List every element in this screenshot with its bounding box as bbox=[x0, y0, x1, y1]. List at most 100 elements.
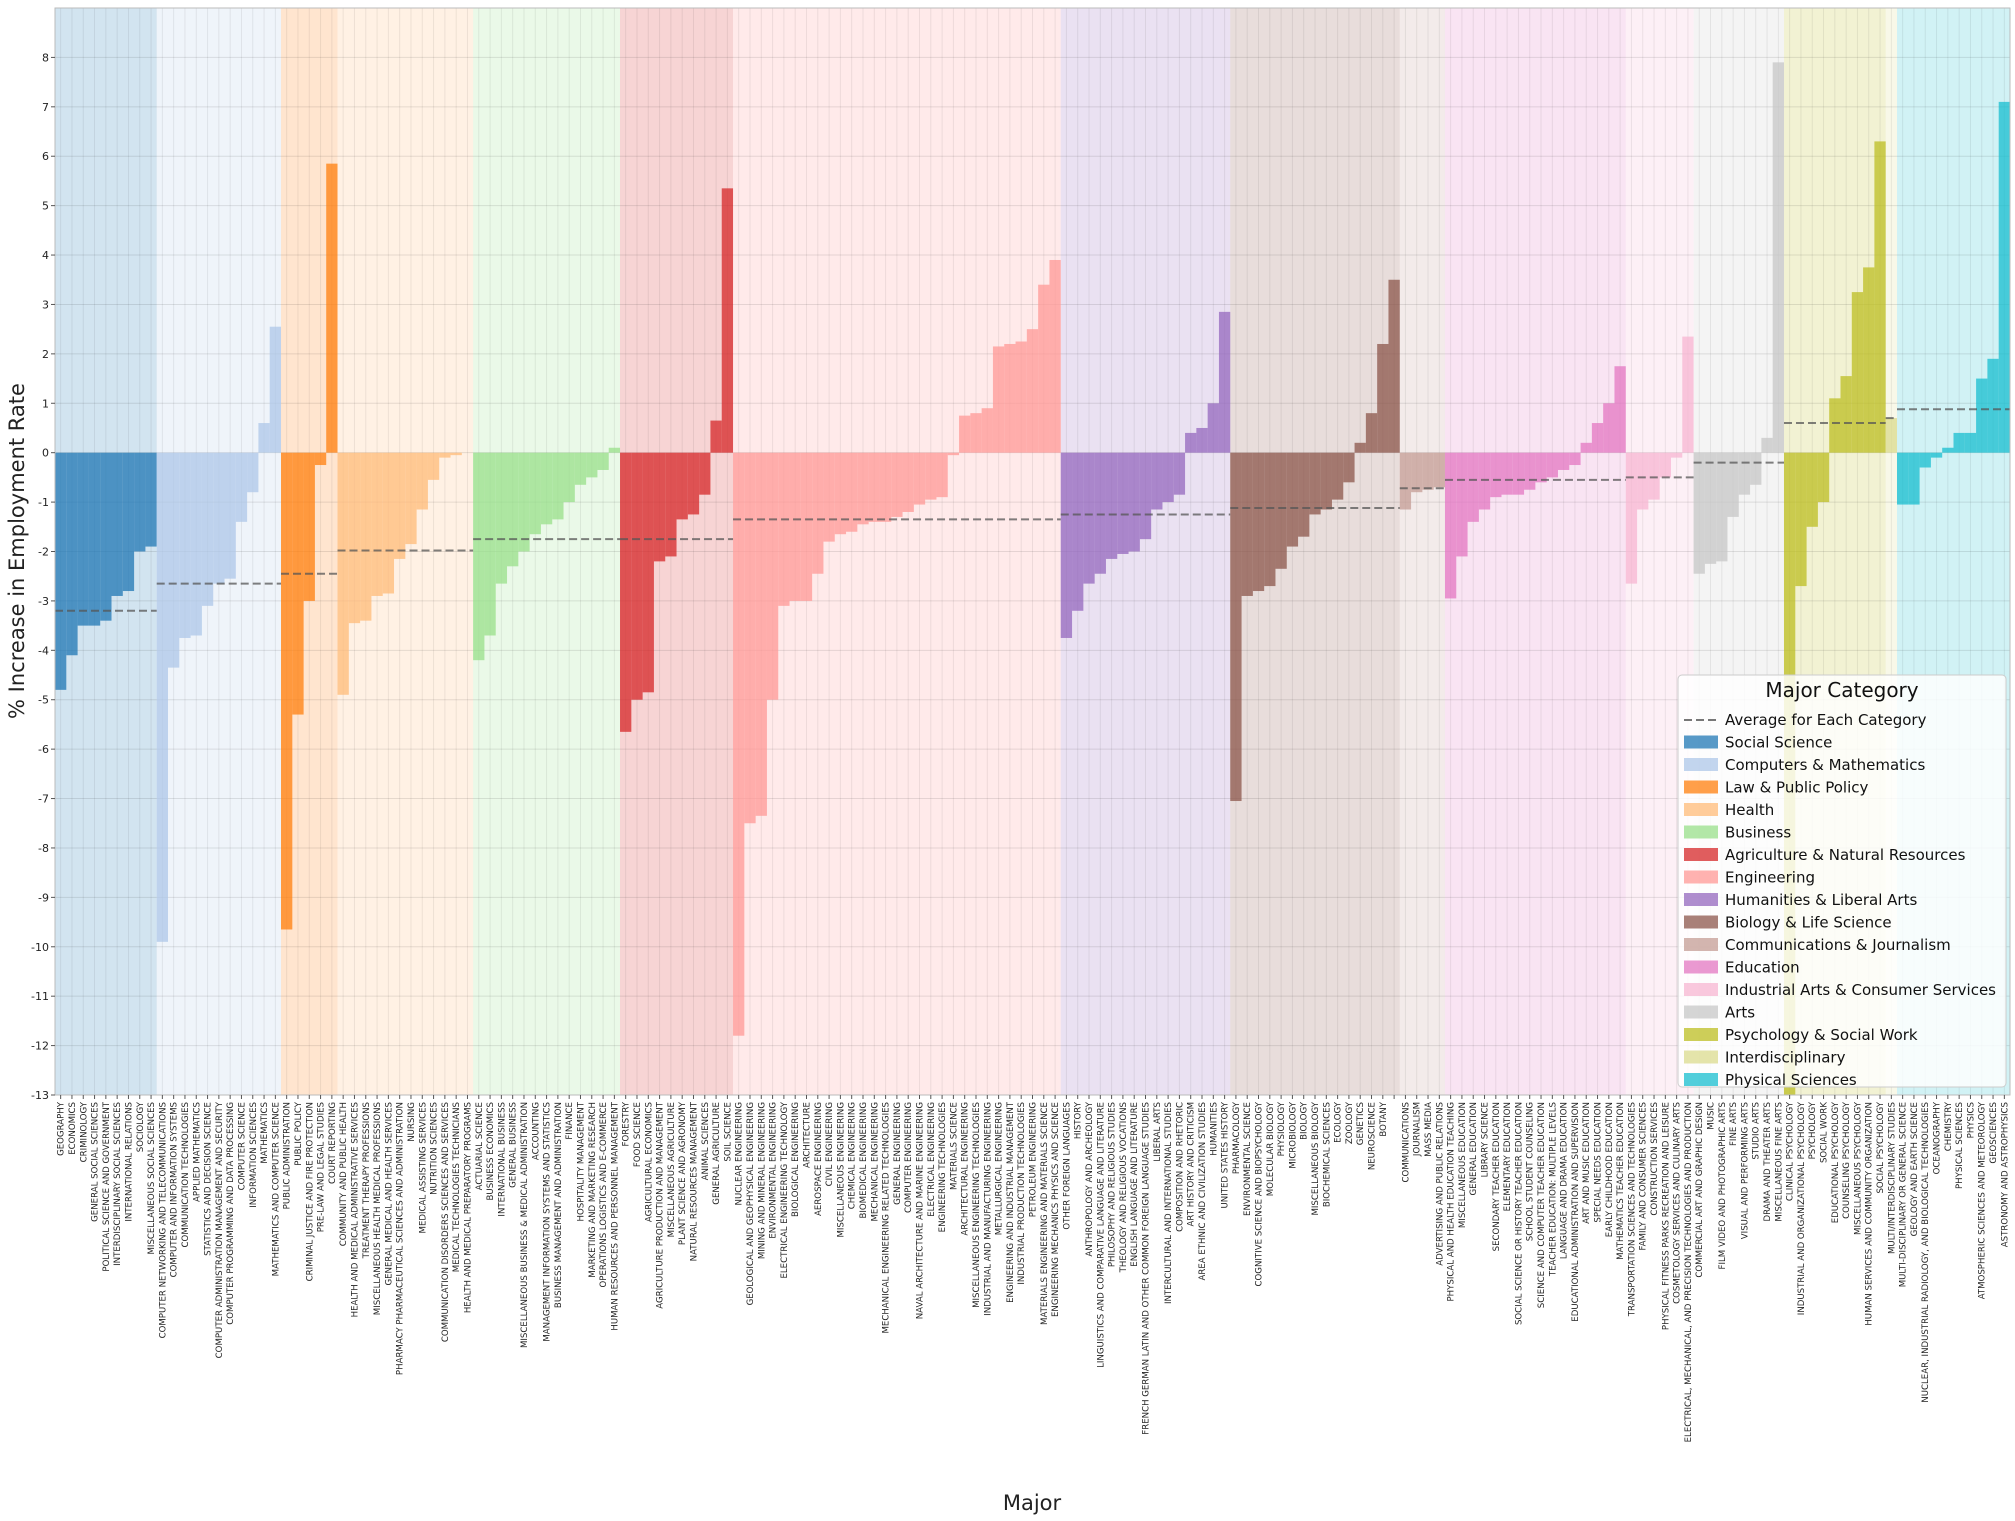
x-tick-label: GENERAL BUSINESS bbox=[509, 1102, 519, 1188]
bar bbox=[1874, 141, 1886, 453]
bar bbox=[778, 452, 790, 606]
x-tick-label: PHYSICS bbox=[1966, 1102, 1976, 1138]
x-axis-label: Major bbox=[1003, 1491, 1062, 1515]
bar bbox=[1185, 432, 1197, 453]
x-tick-label: CLINICAL PSYCHOLOGY bbox=[1786, 1101, 1796, 1201]
bar bbox=[1151, 452, 1163, 510]
x-tick-label: NUCLEAR ENGINEERING bbox=[735, 1102, 745, 1205]
bar bbox=[1851, 292, 1864, 453]
y-tick-label: -4 bbox=[38, 644, 49, 657]
bar bbox=[1557, 452, 1570, 470]
bar bbox=[1772, 62, 1784, 453]
x-tick-label: AGRICULTURE PRODUCTION AND MANAGEMENT bbox=[656, 1101, 666, 1308]
x-tick-label: COMPUTER ADMINISTRATION MANAGEMENT AND S… bbox=[215, 1101, 225, 1358]
bar bbox=[1930, 452, 1943, 458]
x-tick-label: MULTI/INTERDISCIPLINARY STUDIES bbox=[1887, 1102, 1897, 1254]
x-tick-label: ANTHROPOLOGY AND ARCHEOLOGY bbox=[1085, 1101, 1095, 1256]
bar bbox=[1817, 452, 1830, 503]
x-tick-label: CHEMISTRY bbox=[1944, 1101, 1954, 1151]
bar bbox=[1072, 452, 1084, 611]
x-tick-label: CRIMINAL JUSTICE AND FIRE PROTECTION bbox=[305, 1102, 315, 1281]
x-tick-label: INTERNATIONAL BUSINESS bbox=[497, 1102, 507, 1217]
bar bbox=[1863, 267, 1875, 453]
x-tick-label: HEALTH AND MEDICAL PREPARATORY PROGRAMS bbox=[463, 1102, 473, 1313]
bar bbox=[1896, 452, 1909, 505]
bar bbox=[439, 452, 451, 458]
x-tick-label: INDUSTRIAL AND MANUFACTURING ENGINEERING bbox=[983, 1102, 993, 1316]
x-tick-label: HOSPITALITY MANAGEMENT bbox=[576, 1101, 586, 1221]
x-tick-label: ENGINEERING TECHNOLOGIES bbox=[938, 1102, 948, 1232]
x-tick-label: INDUSTRIAL PRODUCTION TECHNOLOGIES bbox=[1017, 1102, 1027, 1285]
bar bbox=[789, 452, 801, 601]
x-tick-label: STATISTICS AND DECISION SCIENCE bbox=[204, 1102, 214, 1256]
bar bbox=[1411, 452, 1423, 493]
bar bbox=[111, 452, 123, 596]
x-tick-label: ARCHITECTURAL ENGINEERING bbox=[961, 1102, 971, 1236]
bar bbox=[1908, 452, 1920, 505]
y-tick-label: -12 bbox=[31, 1040, 49, 1053]
bar bbox=[631, 452, 643, 700]
x-tick-label: MATHEMATICS bbox=[260, 1102, 270, 1164]
bar bbox=[1173, 452, 1186, 495]
bar bbox=[1162, 452, 1174, 503]
bar bbox=[156, 452, 169, 942]
x-tick-label: COMPUTER AND INFORMATION SYSTEMS bbox=[170, 1102, 180, 1277]
y-tick-label: 2 bbox=[42, 348, 49, 361]
x-tick-label: SOCIOLOGY bbox=[136, 1101, 146, 1152]
bar bbox=[1490, 452, 1502, 498]
y-tick-label: -2 bbox=[38, 546, 49, 559]
x-tick-label: ACTUARIAL SCIENCE bbox=[475, 1102, 485, 1190]
x-tick-label: GENETICS bbox=[1356, 1102, 1366, 1145]
x-tick-label: COGNITIVE SCIENCE AND BIOPSYCHOLOGY bbox=[1255, 1101, 1265, 1286]
bar bbox=[1105, 452, 1118, 559]
legend-swatch bbox=[1684, 735, 1718, 749]
bar bbox=[597, 452, 609, 470]
bar bbox=[936, 452, 948, 498]
legend-swatch bbox=[1684, 915, 1718, 929]
legend-entry: Psychology & Social Work bbox=[1725, 1026, 1918, 1044]
x-tick-label: HEALTH AND MEDICAL ADMINISTRATIVE SERVIC… bbox=[350, 1102, 360, 1317]
bar bbox=[676, 452, 688, 520]
legend-entry: Social Science bbox=[1725, 734, 1832, 752]
x-tick-label: CONSTRUCTION SERVICES bbox=[1650, 1102, 1660, 1216]
x-tick-label: PUBLIC ADMINISTRATION bbox=[283, 1102, 293, 1209]
x-tick-label: BIOMEDICAL ENGINEERING bbox=[859, 1102, 869, 1219]
x-tick-label: NAVAL ARCHITECTURE AND MARINE ENGINEERIN… bbox=[915, 1102, 925, 1319]
x-tick-label: COUNSELING PSYCHOLOGY bbox=[1842, 1101, 1852, 1219]
bar bbox=[1038, 284, 1050, 453]
x-tick-label: BUSINESS MANAGEMENT AND ADMINISTRATION bbox=[554, 1102, 564, 1308]
x-axis: GEOGRAPHY ECONOMICS CRIMINOLOGY GENERAL SOC… bbox=[57, 1095, 2010, 1442]
bar bbox=[834, 452, 847, 535]
bar bbox=[1309, 452, 1321, 515]
x-tick-label: HUMAN SERVICES AND COMMUNITY ORGANIZATIO… bbox=[1865, 1102, 1875, 1326]
bar bbox=[959, 415, 971, 453]
x-tick-label: MISCELLANEOUS AGRICULTURE bbox=[667, 1102, 677, 1237]
bar bbox=[1501, 452, 1513, 495]
bar bbox=[168, 452, 180, 668]
bar bbox=[1117, 452, 1129, 554]
x-tick-label: NURSING bbox=[407, 1102, 417, 1142]
x-tick-label: BUSINESS ECONOMICS bbox=[486, 1102, 496, 1200]
x-tick-label: COMMUNICATIONS bbox=[1401, 1102, 1411, 1183]
x-tick-label: AGRICULTURAL ECONOMICS bbox=[644, 1102, 654, 1222]
x-tick-label: POLITICAL SCIENCE AND GOVERNMENT bbox=[102, 1101, 112, 1271]
bar bbox=[812, 452, 824, 574]
bar bbox=[1128, 452, 1140, 552]
bar bbox=[394, 452, 406, 559]
x-tick-label: SPECIAL NEEDS EDUCATION bbox=[1594, 1102, 1604, 1223]
bar bbox=[970, 413, 982, 453]
bar bbox=[1343, 452, 1355, 483]
legend-swatch bbox=[1684, 870, 1718, 884]
x-tick-label: MEDICAL ASSISTING SERVICES bbox=[418, 1102, 428, 1233]
bar bbox=[563, 452, 575, 503]
legend-entry: Physical Sciences bbox=[1725, 1071, 1857, 1089]
x-tick-label: MISCELLANEOUS ENGINEERING bbox=[836, 1102, 846, 1238]
legend-entry: Humanities & Liberal Arts bbox=[1725, 891, 1917, 909]
x-tick-label: TEACHER EDUCATION: MULTIPLE LEVELS bbox=[1548, 1102, 1558, 1277]
bars bbox=[55, 62, 2010, 1095]
x-tick-label: CIVIL ENGINEERING bbox=[825, 1102, 835, 1186]
x-tick-label: COMPUTER PROGRAMMING AND DATA PROCESSING bbox=[226, 1102, 236, 1325]
bar bbox=[1625, 452, 1638, 584]
x-tick-label: PHYSICAL SCIENCES bbox=[1955, 1102, 1965, 1189]
legend-entry: Biology & Life Science bbox=[1725, 914, 1892, 932]
